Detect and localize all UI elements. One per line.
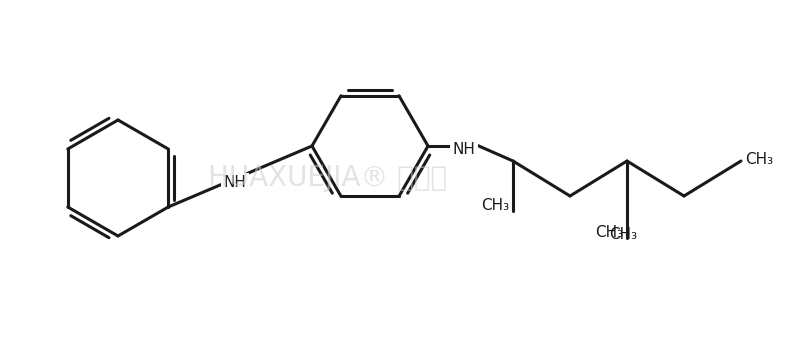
Text: NH: NH [224,175,246,190]
Text: HUAXUEJIA® 化学加: HUAXUEJIA® 化学加 [209,164,447,192]
Text: CH₃: CH₃ [481,198,509,213]
Text: NH: NH [453,142,475,157]
Text: CH₃: CH₃ [609,227,637,242]
Text: CH₃: CH₃ [595,225,623,240]
Text: CH₃: CH₃ [745,152,773,167]
